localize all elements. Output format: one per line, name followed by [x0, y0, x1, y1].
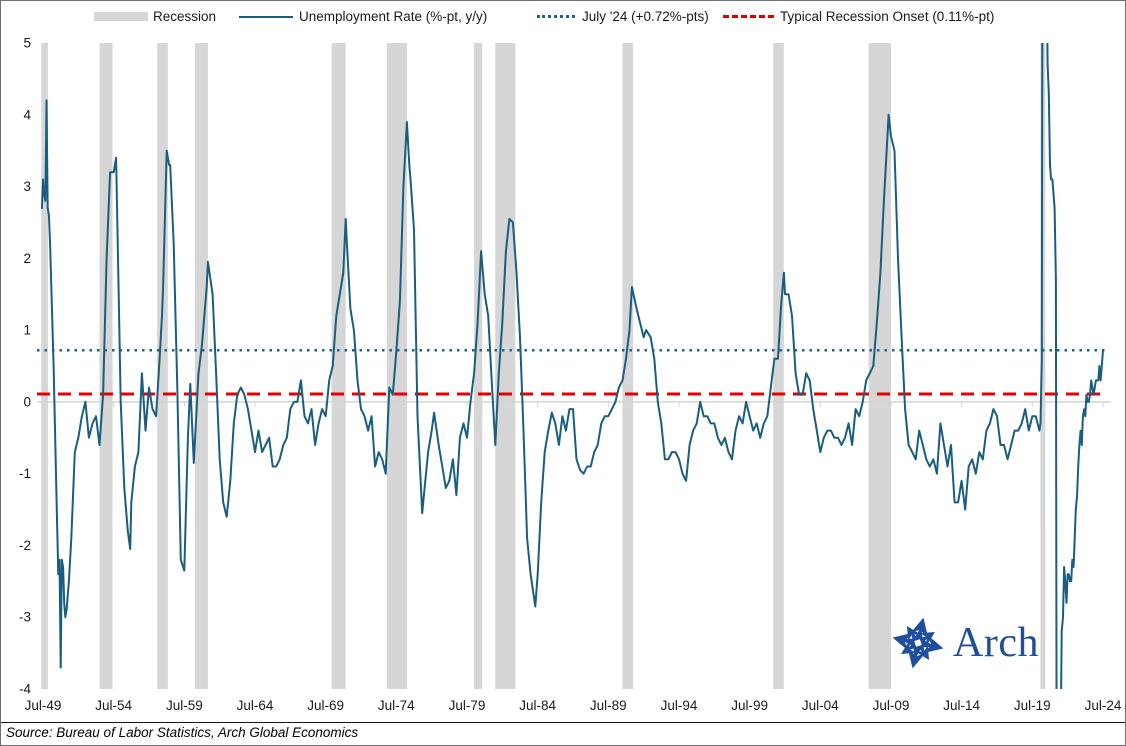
recession-swatch-icon: [94, 12, 148, 21]
y-axis-tick-label: 2: [23, 251, 31, 266]
y-axis-tick-label: 3: [23, 179, 31, 194]
unemployment-line-series: [40, 43, 1104, 689]
pinwheel-blade: [915, 644, 930, 661]
x-axis-tick-label: Jul-54: [95, 698, 132, 713]
recession-band: [495, 43, 516, 689]
y-axis-tick-label: -2: [19, 538, 31, 553]
x-axis-tick-label: Jul-19: [1014, 698, 1051, 713]
x-axis-tick-label: Jul-89: [590, 698, 627, 713]
pinwheel-blade: [900, 640, 917, 655]
pinwheel-blade: [906, 625, 921, 642]
legend-recession-label: Recession: [153, 9, 217, 24]
recession-band: [386, 43, 407, 689]
recession-band: [41, 43, 48, 689]
recession-band: [868, 43, 891, 689]
recession-band: [194, 43, 208, 689]
y-axis-tick-label: 4: [23, 107, 31, 122]
arch-logo: Arch: [889, 614, 1039, 672]
y-axis-tick-label: 1: [23, 323, 31, 338]
recession-band: [99, 43, 113, 689]
y-axis-tick-label: -4: [19, 682, 31, 697]
source-divider-line: [1, 722, 1125, 723]
legend-series-label: Unemployment Rate (%-pt, y/y): [299, 9, 488, 24]
x-axis-tick-label: Jul-69: [307, 698, 344, 713]
arch-logo-text: Arch: [953, 620, 1039, 666]
x-axis-tick-label: Jul-94: [661, 698, 698, 713]
x-axis-tick-label: Jul-64: [237, 698, 274, 713]
y-axis-tick-label: -3: [19, 610, 31, 625]
x-axis-tick-label: Jul-79: [449, 698, 486, 713]
legend-typical-label: Typical Recession Onset (0.11%-pt): [780, 9, 995, 24]
x-axis-tick-label: Jul-99: [731, 698, 768, 713]
recession-band: [474, 43, 483, 689]
legend-july24-label: July '24 (+0.72%-pts): [582, 9, 709, 24]
y-axis-tick-label: 0: [23, 394, 31, 409]
pinwheel-blade: [907, 645, 925, 669]
pinwheel-blade: [911, 617, 929, 641]
pinwheel-blade: [919, 631, 936, 646]
x-axis-tick-label: Jul-74: [378, 698, 415, 713]
pinwheel-blade: [892, 632, 916, 650]
recession-band: [331, 43, 346, 689]
recession-band: [1040, 43, 1046, 689]
recession-band: [773, 43, 784, 689]
x-axis-tick-label: Jul-59: [166, 698, 203, 713]
x-axis-tick-label: Jul-09: [873, 698, 910, 713]
x-axis-tick-label: Jul-14: [943, 698, 980, 713]
source-note: Source: Bureau of Labor Statistics, Arch…: [6, 725, 359, 740]
x-axis-tick-label: Jul-24: [1085, 698, 1122, 713]
y-axis-tick-label: -1: [19, 466, 31, 481]
x-axis-tick-label: Jul-04: [802, 698, 839, 713]
x-axis-tick-label: Jul-49: [25, 698, 62, 713]
recession-band: [622, 43, 634, 689]
dashed-line-swatch-icon: [723, 15, 774, 18]
arch-pinwheel-icon: [892, 617, 944, 669]
y-axis-tick-label: 5: [23, 36, 31, 51]
x-axis-tick-label: Jul-84: [519, 698, 556, 713]
dotted-line-swatch-icon: [537, 15, 575, 18]
recession-band: [157, 43, 168, 689]
series-line-swatch-icon: [239, 16, 293, 18]
pinwheel-blade: [920, 636, 944, 654]
